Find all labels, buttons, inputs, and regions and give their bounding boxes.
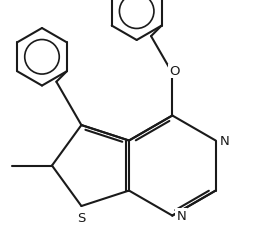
Text: O: O [169,65,180,78]
Text: N: N [220,135,229,147]
Text: S: S [77,211,86,224]
Text: N: N [176,209,186,222]
